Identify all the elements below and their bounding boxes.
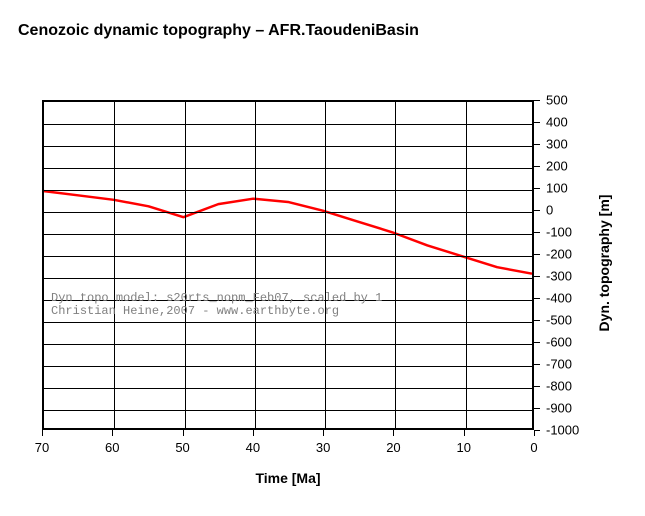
- y-tick: [534, 100, 540, 101]
- y-tick-label: -300: [546, 269, 572, 284]
- x-tick: [393, 430, 394, 436]
- y-tick: [534, 144, 540, 145]
- chart-title: Cenozoic dynamic topography – AFR.Taoude…: [18, 22, 419, 40]
- y-tick-label: -800: [546, 379, 572, 394]
- y-tick: [534, 430, 540, 431]
- x-gridline: [185, 102, 186, 428]
- x-tick-label: 0: [530, 440, 537, 455]
- x-tick-label: 40: [246, 440, 260, 455]
- y-tick-label: -700: [546, 357, 572, 372]
- x-gridline: [255, 102, 256, 428]
- x-tick: [323, 430, 324, 436]
- y-tick-label: 400: [546, 115, 568, 130]
- y-tick: [534, 276, 540, 277]
- y-gridline: [44, 322, 532, 323]
- y-tick: [534, 364, 540, 365]
- x-tick: [112, 430, 113, 436]
- x-gridline: [466, 102, 467, 428]
- y-gridline: [44, 190, 532, 191]
- y-tick-label: -1000: [546, 423, 579, 438]
- y-tick: [534, 386, 540, 387]
- chart-container: Cenozoic dynamic topography – AFR.Taoude…: [0, 0, 645, 516]
- x-tick: [42, 430, 43, 436]
- y-tick-label: 200: [546, 159, 568, 174]
- y-tick: [534, 298, 540, 299]
- y-axis-label: Dyn. topography [m]: [596, 163, 612, 363]
- series-dyn-topo: [44, 191, 532, 274]
- x-tick-label: 30: [316, 440, 330, 455]
- x-gridline: [114, 102, 115, 428]
- x-tick-label: 60: [105, 440, 119, 455]
- y-gridline: [44, 344, 532, 345]
- y-tick-label: 100: [546, 181, 568, 196]
- x-tick-label: 50: [175, 440, 189, 455]
- plot-area: Dyn topo model: s20rts_nopm_Feb07, scale…: [42, 100, 534, 430]
- y-gridline: [44, 388, 532, 389]
- y-tick-label: 0: [546, 203, 553, 218]
- y-gridline: [44, 124, 532, 125]
- y-tick-label: 300: [546, 137, 568, 152]
- x-tick: [464, 430, 465, 436]
- y-gridline: [44, 278, 532, 279]
- y-tick: [534, 320, 540, 321]
- series-layer: [44, 102, 532, 428]
- y-tick: [534, 166, 540, 167]
- y-tick: [534, 122, 540, 123]
- x-gridline: [395, 102, 396, 428]
- x-tick-label: 10: [456, 440, 470, 455]
- y-gridline: [44, 410, 532, 411]
- x-tick: [253, 430, 254, 436]
- y-gridline: [44, 234, 532, 235]
- y-gridline: [44, 168, 532, 169]
- annotation-0: Dyn topo model: s20rts_nopm_Feb07, scale…: [51, 291, 382, 305]
- x-tick-label: 20: [386, 440, 400, 455]
- y-tick: [534, 408, 540, 409]
- x-tick-label: 70: [35, 440, 49, 455]
- annotation-1: Christian Heine,2007 - www.earthbyte.org: [51, 304, 339, 318]
- y-gridline: [44, 256, 532, 257]
- y-tick-label: -200: [546, 247, 572, 262]
- y-tick-label: -900: [546, 401, 572, 416]
- x-gridline: [325, 102, 326, 428]
- y-tick: [534, 254, 540, 255]
- y-tick-label: -600: [546, 335, 572, 350]
- y-gridline: [44, 366, 532, 367]
- y-tick: [534, 342, 540, 343]
- y-tick-label: 500: [546, 93, 568, 108]
- y-tick-label: -400: [546, 291, 572, 306]
- y-gridline: [44, 212, 532, 213]
- y-tick: [534, 188, 540, 189]
- y-gridline: [44, 146, 532, 147]
- y-tick-label: -100: [546, 225, 572, 240]
- x-axis-label: Time [Ma]: [238, 470, 338, 486]
- y-tick-label: -500: [546, 313, 572, 328]
- x-tick: [183, 430, 184, 436]
- y-tick: [534, 210, 540, 211]
- y-tick: [534, 232, 540, 233]
